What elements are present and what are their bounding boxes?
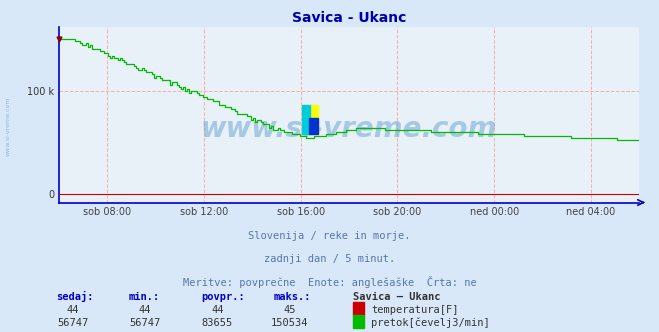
Text: 56747: 56747 — [129, 318, 161, 328]
Text: www.si-vreme.com: www.si-vreme.com — [5, 96, 11, 156]
Text: Meritve: povprečne  Enote: anglešaške  Črta: ne: Meritve: povprečne Enote: anglešaške Črt… — [183, 276, 476, 288]
Text: 45: 45 — [284, 305, 296, 315]
Text: maks.:: maks.: — [273, 292, 311, 302]
Text: pretok[čevelj3/min]: pretok[čevelj3/min] — [371, 317, 490, 328]
Text: 56747: 56747 — [57, 318, 88, 328]
Bar — [302, 105, 318, 134]
Text: 44: 44 — [212, 305, 223, 315]
Text: 44: 44 — [139, 305, 151, 315]
Text: zadnji dan / 5 minut.: zadnji dan / 5 minut. — [264, 254, 395, 264]
Text: 44: 44 — [67, 305, 78, 315]
Text: Slovenija / reke in morje.: Slovenija / reke in morje. — [248, 231, 411, 241]
Text: Savica – Ukanc: Savica – Ukanc — [353, 292, 440, 302]
Text: www.si-vreme.com: www.si-vreme.com — [201, 115, 498, 143]
Text: sedaj:: sedaj: — [56, 291, 94, 302]
Text: min.:: min.: — [129, 292, 159, 302]
Title: Savica - Ukanc: Savica - Ukanc — [292, 11, 407, 25]
Text: povpr.:: povpr.: — [201, 292, 244, 302]
Bar — [302, 105, 310, 134]
Text: temperatura[F]: temperatura[F] — [371, 305, 459, 315]
Text: 150534: 150534 — [272, 318, 308, 328]
Text: 83655: 83655 — [202, 318, 233, 328]
Bar — [309, 118, 318, 134]
